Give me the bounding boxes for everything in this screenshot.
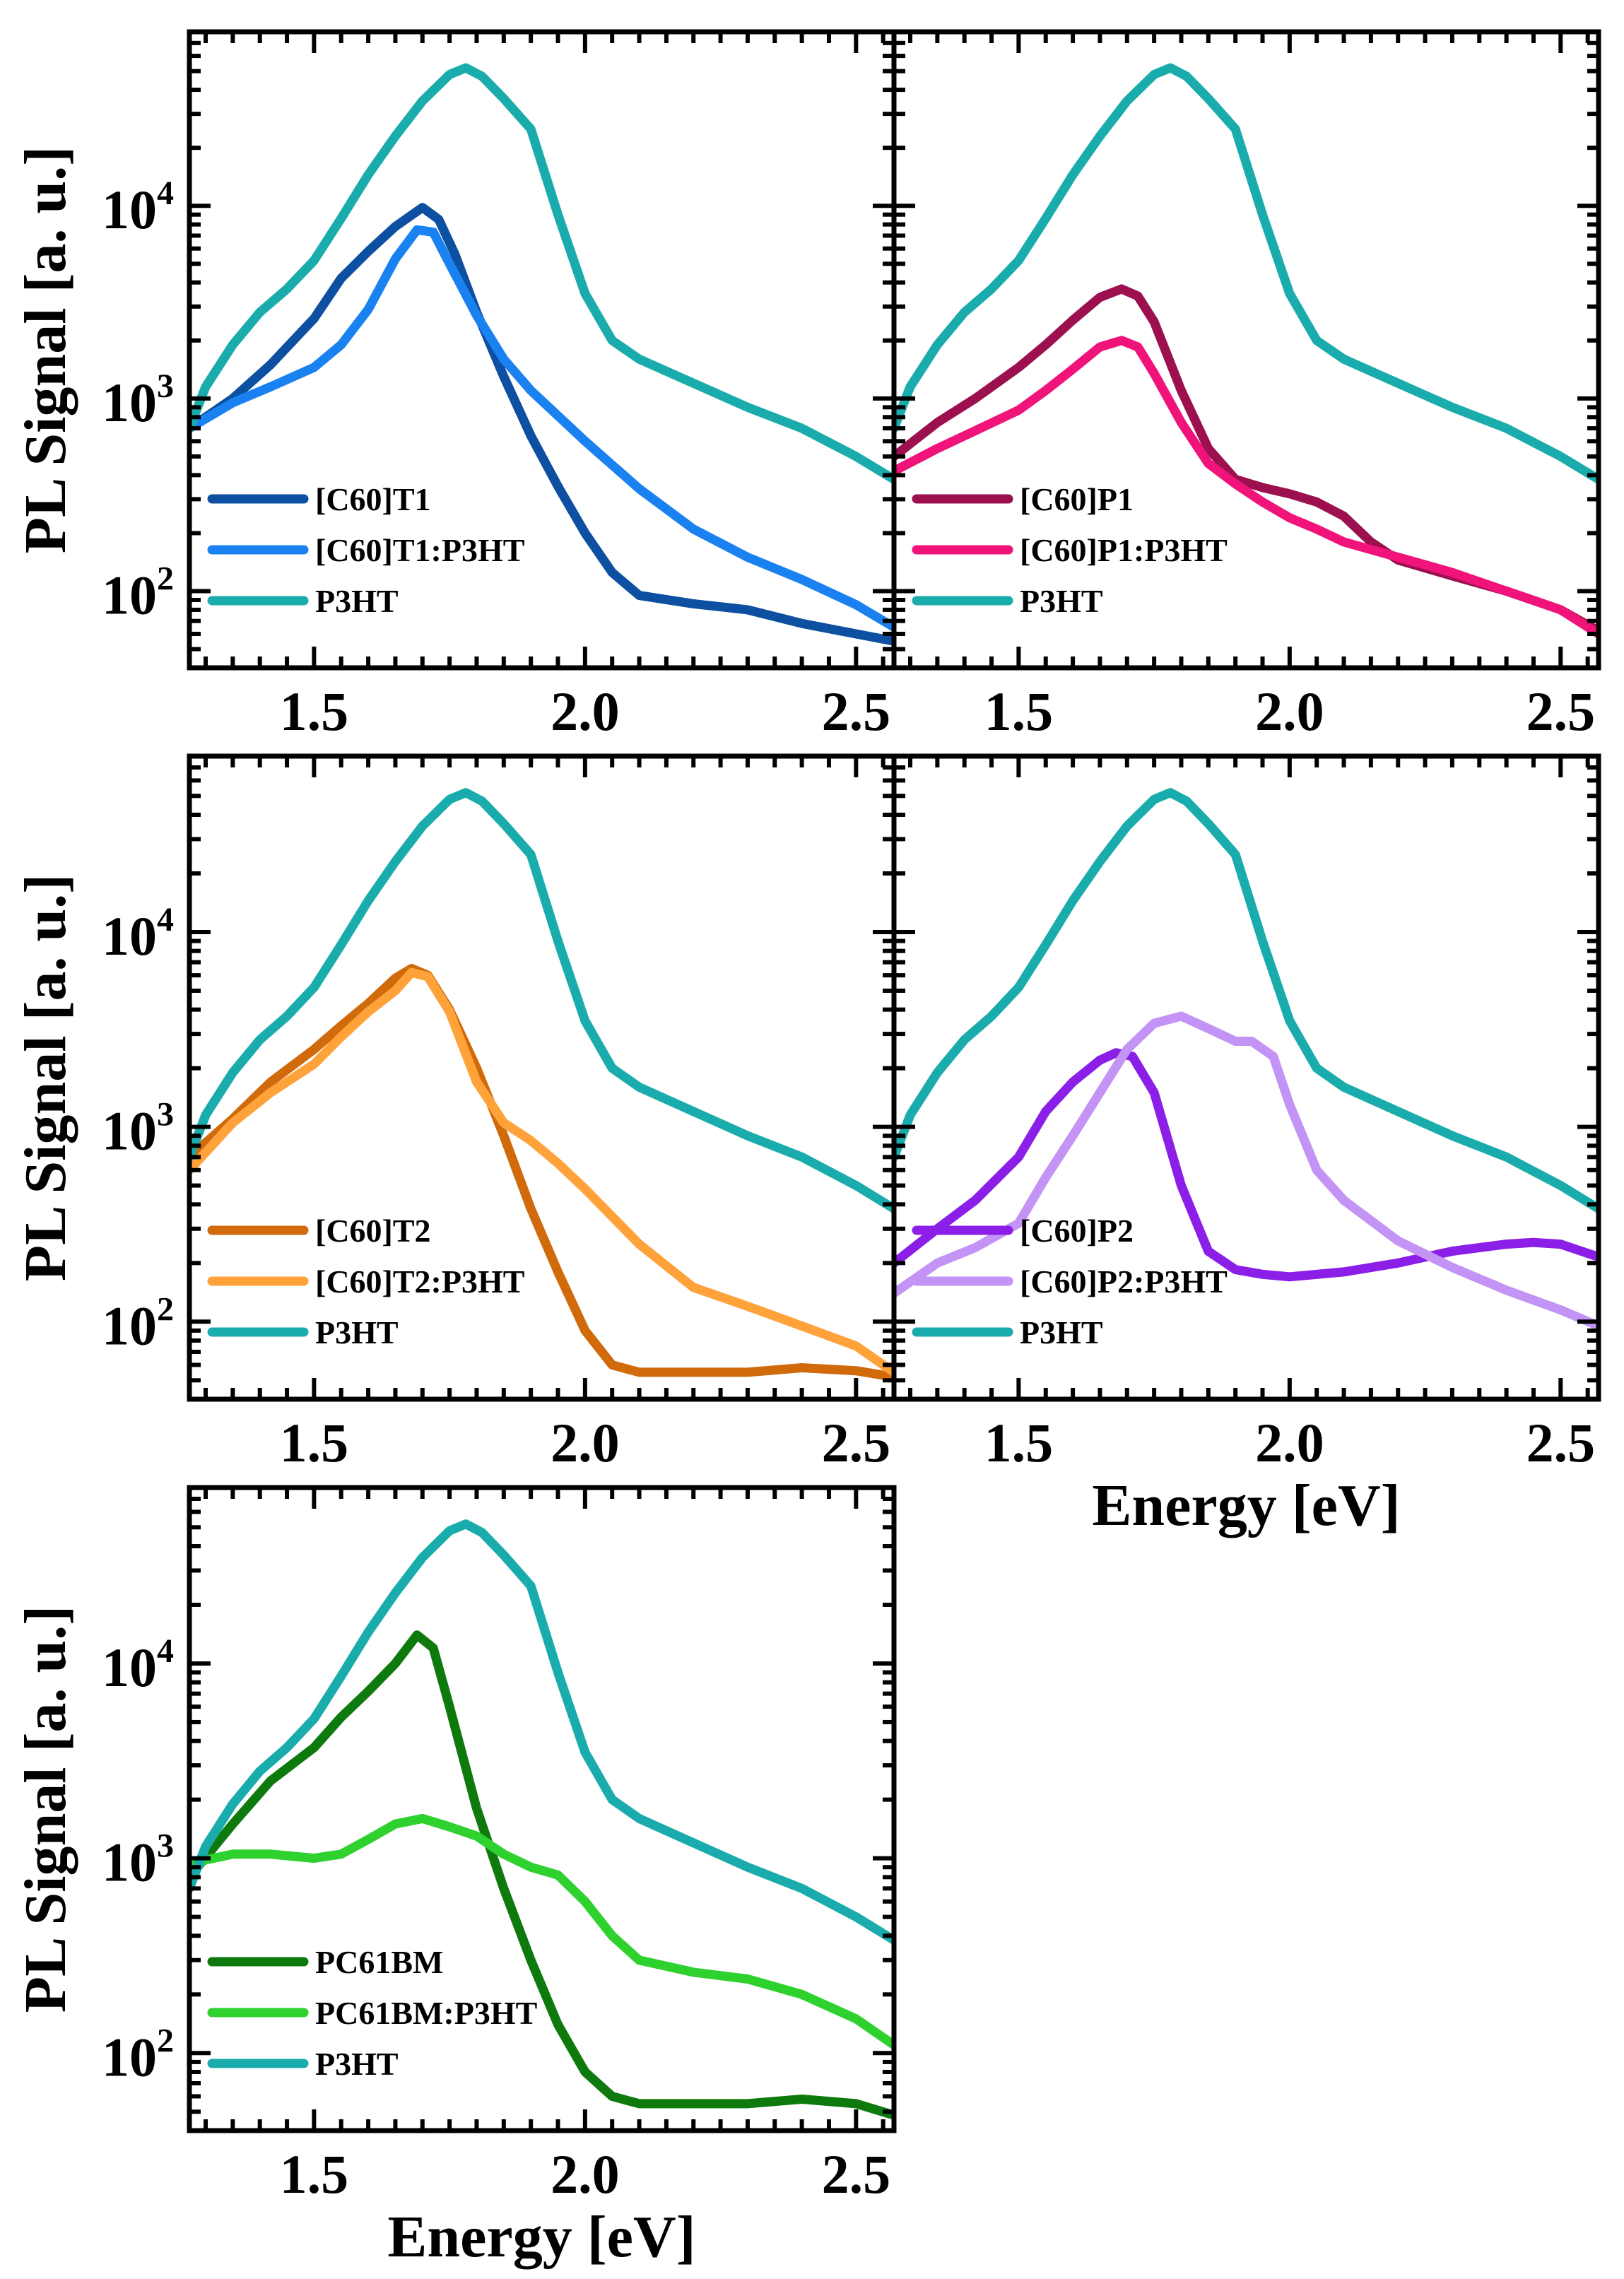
legend: [C60]P1 [C60]P1:P3HT P3HT <box>912 481 1228 619</box>
plot-frame <box>891 753 1601 1402</box>
legend: [C60]P2 [C60]P2:P3HT P3HT <box>912 1213 1228 1350</box>
x-tick-label: 1.5 <box>280 1412 349 1473</box>
legend: PC61BM PC61BM:P3HT P3HT <box>207 1944 537 2082</box>
x-tick-label: 2.0 <box>1255 1412 1324 1473</box>
plot-frame <box>891 29 1601 671</box>
y-tick-label: 104 <box>102 175 174 240</box>
series-line <box>189 788 894 1213</box>
series-line <box>189 1813 894 2050</box>
legend-label: [C60]P1:P3HT <box>1020 532 1228 568</box>
panel-a: 1.5 2.0 2.5 102 103 104 PL Signal [a. u.] [C60]… <box>13 29 897 742</box>
x-tick-label: 2.0 <box>551 1412 620 1473</box>
legend-label: P3HT <box>1020 1314 1103 1350</box>
series-group <box>189 788 894 1382</box>
x-tick-label: 1.5 <box>280 2143 349 2205</box>
x-axis-label: Energy [eV] <box>387 2204 695 2270</box>
legend-label: P3HT <box>315 1314 399 1350</box>
y-tick-label: 103 <box>102 1096 174 1162</box>
legend-label: PC61BM <box>315 1944 443 1980</box>
legend-label: [C60]T1 <box>315 481 431 517</box>
series-group <box>189 1519 894 2120</box>
plot-frame <box>187 1485 897 2133</box>
series-line <box>189 225 894 632</box>
legend-label: PC61BM:P3HT <box>315 1995 537 2031</box>
y-tick-label: 102 <box>102 560 174 626</box>
y-tick-label: 104 <box>102 1632 174 1698</box>
x-tick-label: 1.5 <box>984 681 1054 742</box>
legend: [C60]T2 [C60]T2:P3HT P3HT <box>207 1213 524 1350</box>
x-tick-label: 2.0 <box>1255 681 1324 742</box>
panel-c: 1.5 2.0 2.5 102 103 104 PL Signal [a. u.] [C60]… <box>13 753 897 1473</box>
series-line <box>894 1011 1599 1331</box>
series-group <box>894 63 1599 639</box>
series-line <box>189 964 894 1382</box>
legend-label: [C60]P1 <box>1020 481 1134 517</box>
y-tick-label: 104 <box>102 901 174 967</box>
legend-label: P3HT <box>315 2046 399 2082</box>
series-line <box>189 1519 894 1945</box>
x-tick-label: 2.5 <box>1526 681 1596 742</box>
legend-label: P3HT <box>1020 583 1103 619</box>
legend-label: P3HT <box>315 583 399 619</box>
x-tick-label: 2.0 <box>551 681 620 742</box>
x-tick-label: 1.5 <box>984 1412 1054 1473</box>
legend-label: [C60]T2 <box>315 1213 431 1249</box>
series-group <box>894 788 1599 1331</box>
y-axis-label: PL Signal [a. u.] <box>13 146 78 553</box>
y-axis-label: PL Signal [a. u.] <box>13 1606 78 2013</box>
panel-d: 1.5 2.0 2.5 Energy [eV] [C60]P2 [C60]P2:P3HT P… <box>891 753 1601 1538</box>
x-axis-label: Energy [eV] <box>1092 1473 1400 1538</box>
x-tick-label: 2.5 <box>822 2143 891 2205</box>
x-tick-label: 2.5 <box>822 681 891 742</box>
series-line <box>894 63 1599 484</box>
series-line <box>189 1630 894 2120</box>
panel-b: 1.5 2.0 2.5 [C60]P1 [C60]P1:P3HT P3HT <box>891 29 1601 742</box>
series-line <box>189 63 894 484</box>
series-line <box>189 967 894 1377</box>
y-tick-label: 102 <box>102 1290 174 1356</box>
y-tick-label: 102 <box>102 2022 174 2087</box>
legend-label: [C60]P2:P3HT <box>1020 1264 1228 1300</box>
x-tick-label: 1.5 <box>280 681 349 742</box>
legend: [C60]T1 [C60]T1:P3HT P3HT <box>207 481 524 619</box>
series-group <box>189 63 894 646</box>
series-line <box>894 788 1599 1213</box>
panel-e: 1.5 2.0 2.5 102 103 104 PL Signal [a. u.] Energ… <box>13 1485 897 2270</box>
legend-label: [C60]T2:P3HT <box>315 1264 524 1300</box>
y-tick-label: 103 <box>102 367 174 433</box>
x-tick-label: 2.5 <box>1526 1412 1596 1473</box>
x-tick-label: 2.0 <box>551 2143 620 2205</box>
series-line <box>894 284 1599 636</box>
series-line <box>894 1048 1599 1282</box>
series-line <box>894 336 1599 639</box>
y-axis-label: PL Signal [a. u.] <box>13 874 78 1281</box>
legend-label: [C60]P2 <box>1020 1213 1134 1249</box>
y-tick-label: 103 <box>102 1827 174 1893</box>
legend-label: [C60]T1:P3HT <box>315 532 524 568</box>
x-tick-label: 2.5 <box>822 1412 891 1473</box>
